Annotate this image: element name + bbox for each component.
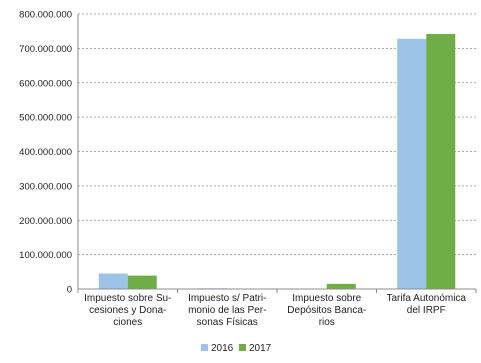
y-tick-label: 300.000.000 xyxy=(19,181,72,192)
x-category-label-line: Impuesto sobre xyxy=(292,293,361,304)
x-category-label-line: Impuesto sobre Su- xyxy=(84,293,171,304)
x-category-label-line: cesiones y Dona- xyxy=(89,305,166,316)
x-category-label: Impuesto sobre Depósitos Banca-rios xyxy=(287,293,366,328)
legend-label: 2016 xyxy=(211,343,234,354)
x-category-label-line: ciones xyxy=(113,317,142,328)
bar-2017-0 xyxy=(127,275,157,289)
axes xyxy=(77,14,477,293)
bar-2016-0 xyxy=(98,273,128,289)
x-category-label-line: Tarifa Autonómica xyxy=(387,293,467,304)
legend-swatch-2017 xyxy=(239,344,246,351)
x-category-label: Tarifa Autonómica del IRPF xyxy=(387,293,467,316)
x-category-label-line: del IRPF xyxy=(407,305,446,316)
legend-label: 2017 xyxy=(249,343,272,354)
x-category-label: Impuesto sobre Su-cesiones y Dona-ciones xyxy=(84,293,171,328)
y-tick-label: 600.000.000 xyxy=(19,78,72,89)
y-tick-label: 400.000.000 xyxy=(19,147,72,158)
bar-2017-2 xyxy=(326,283,356,289)
legend-swatch-2016 xyxy=(201,344,208,351)
legend: 2016 2017 xyxy=(201,343,272,354)
bars xyxy=(98,33,456,289)
x-category-label-line: Impuesto s/ Patri- xyxy=(188,293,266,304)
y-tick-label: 100.000.000 xyxy=(19,250,72,261)
x-category-label-line: sonas Físicas xyxy=(197,317,258,328)
y-tick-label: 0 xyxy=(67,285,72,296)
y-tick-labels: 0 100.000.000 200.000.000 300.000.000 400.00… xyxy=(19,10,72,296)
x-category-label-line: Depósitos Banca- xyxy=(287,305,366,316)
y-tick-label: 200.000.000 xyxy=(19,216,72,227)
x-category-label: Impuesto s/ Patri-monio de las Per-sonas… xyxy=(188,293,266,328)
y-tick-label: 700.000.000 xyxy=(19,44,72,55)
category-labels: Impuesto sobre Su-cesiones y Dona-ciones… xyxy=(84,293,466,328)
y-tick-label: 800.000.000 xyxy=(19,10,72,21)
x-category-label-line: rios xyxy=(319,317,335,328)
y-tick-label: 500.000.000 xyxy=(19,113,72,124)
bar-2016-3 xyxy=(397,38,427,289)
x-category-label-line: monio de las Per- xyxy=(188,305,266,316)
bar-2017-3 xyxy=(426,33,456,289)
